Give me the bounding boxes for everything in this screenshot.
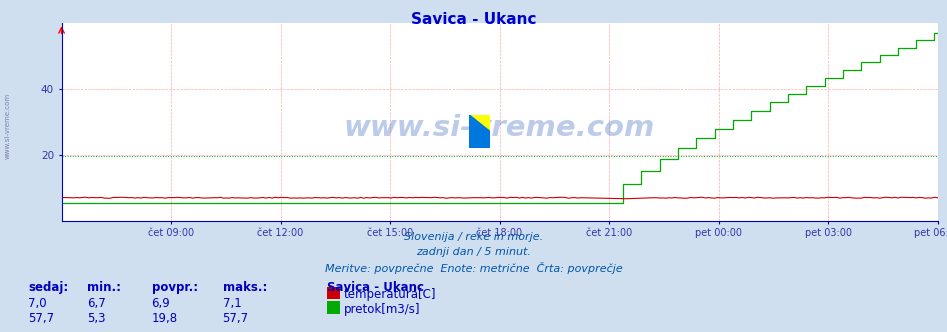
Text: sedaj:: sedaj: [28,281,69,293]
Polygon shape [469,115,490,148]
Text: 6,9: 6,9 [152,297,170,310]
Text: 5,3: 5,3 [87,312,106,325]
Text: Slovenija / reke in morje.: Slovenija / reke in morje. [404,232,543,242]
Text: www.si-vreme.com: www.si-vreme.com [344,114,655,142]
Text: Savica - Ukanc: Savica - Ukanc [411,12,536,27]
Text: 7,0: 7,0 [28,297,47,310]
Text: pretok[m3/s]: pretok[m3/s] [344,303,420,316]
Text: www.si-vreme.com: www.si-vreme.com [5,93,10,159]
Text: maks.:: maks.: [223,281,267,293]
Text: min.:: min.: [87,281,121,293]
Text: Savica - Ukanc: Savica - Ukanc [327,281,423,293]
Text: 57,7: 57,7 [28,312,55,325]
Text: povpr.:: povpr.: [152,281,198,293]
Text: 19,8: 19,8 [152,312,178,325]
Text: zadnji dan / 5 minut.: zadnji dan / 5 minut. [416,247,531,257]
Polygon shape [469,131,490,148]
Text: Meritve: povprečne  Enote: metrične  Črta: povprečje: Meritve: povprečne Enote: metrične Črta:… [325,262,622,274]
Text: temperatura[C]: temperatura[C] [344,288,437,301]
Text: 6,7: 6,7 [87,297,106,310]
Text: 57,7: 57,7 [223,312,249,325]
Text: 7,1: 7,1 [223,297,241,310]
Polygon shape [469,115,490,131]
Polygon shape [469,115,490,148]
